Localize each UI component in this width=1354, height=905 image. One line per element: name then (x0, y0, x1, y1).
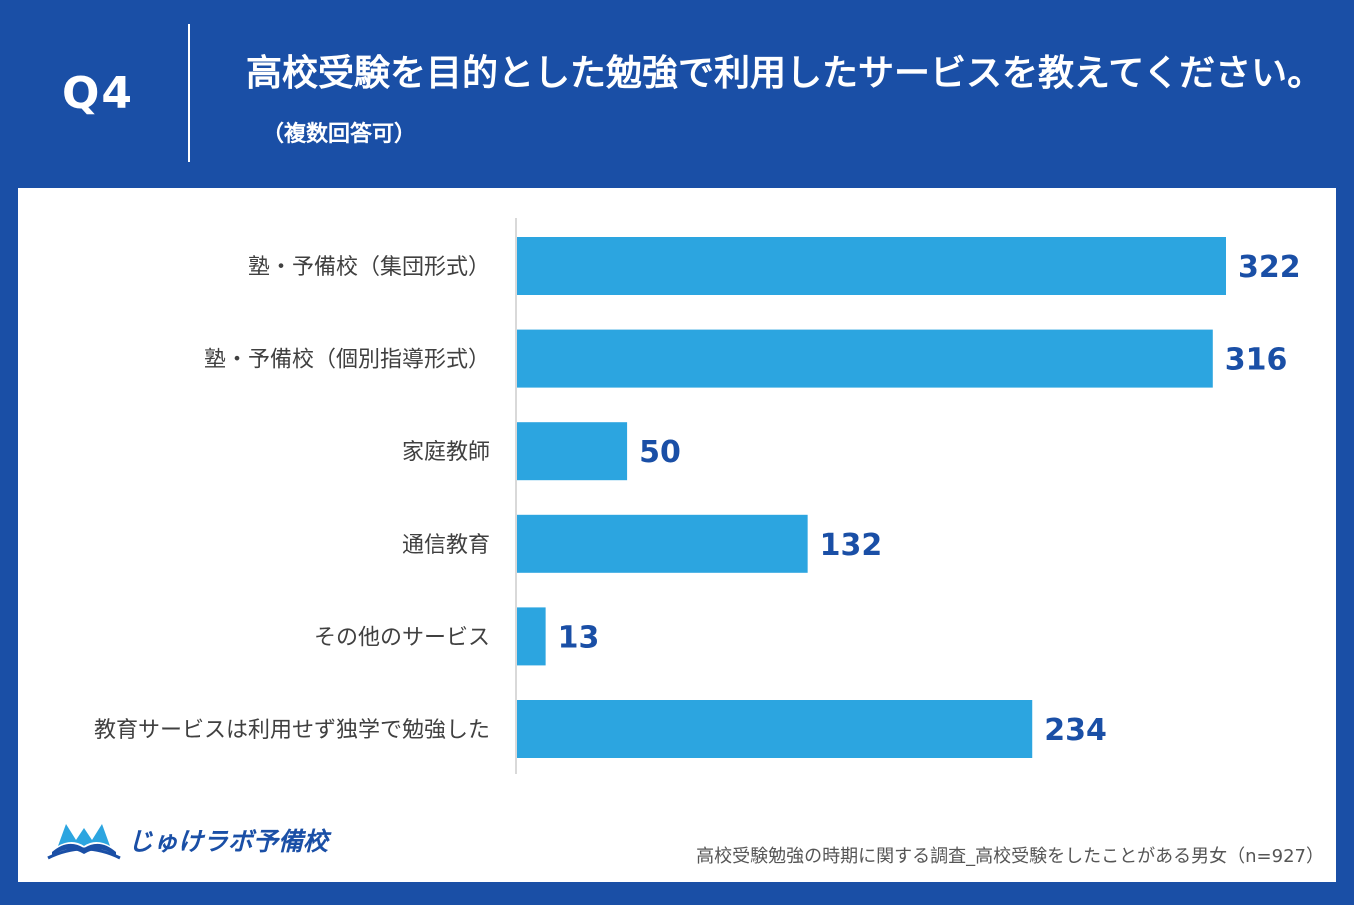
open-book-logo-icon (47, 824, 121, 860)
category-label: 教育サービスは利用せず独学で勉強した (94, 718, 490, 743)
category-label: その他のサービス (314, 625, 490, 650)
question-title: 高校受験を目的とした勉強で利用したサービスを教えてください。 （複数回答可） (246, 46, 1326, 163)
logo-text: じゅけラボ予備校 (128, 827, 329, 856)
question-note: （複数回答可） (262, 122, 417, 147)
category-label: 家庭教師 (402, 440, 490, 465)
bar (517, 700, 1033, 758)
category-label: 通信教育 (402, 533, 490, 558)
brand-logo: じゅけラボ予備校 (46, 818, 336, 864)
bar-chart: 塾・予備校（集団形式） 322 塾・予備校（個別指導形式） 316 家庭教師 50 通信教育… (94, 218, 1301, 774)
value-label: 132 (820, 528, 883, 563)
value-label: 13 (558, 620, 600, 655)
chart-panel: 塾・予備校（集団形式） 322 塾・予備校（個別指導形式） 316 家庭教師 50 通信教育… (18, 188, 1336, 882)
category-label: 塾・予備校（集団形式） (248, 255, 490, 280)
value-label: 316 (1225, 343, 1288, 378)
bar (517, 607, 546, 666)
header-divider (188, 24, 190, 162)
question-text: 高校受験を目的とした勉強で利用したサービスを教えてください。 (246, 53, 1324, 94)
value-label: 322 (1238, 250, 1301, 285)
bar (517, 329, 1213, 388)
source-note: 高校受験勉強の時期に関する調査_高校受験をしたことがある男女（n=927） (696, 846, 1324, 867)
question-number: Q4 (62, 68, 135, 119)
bar (517, 422, 628, 481)
value-label: 50 (639, 435, 681, 470)
bar (517, 514, 808, 573)
category-label: 塾・予備校（個別指導形式） (204, 348, 490, 373)
value-label: 234 (1044, 713, 1107, 748)
bar (517, 237, 1226, 295)
